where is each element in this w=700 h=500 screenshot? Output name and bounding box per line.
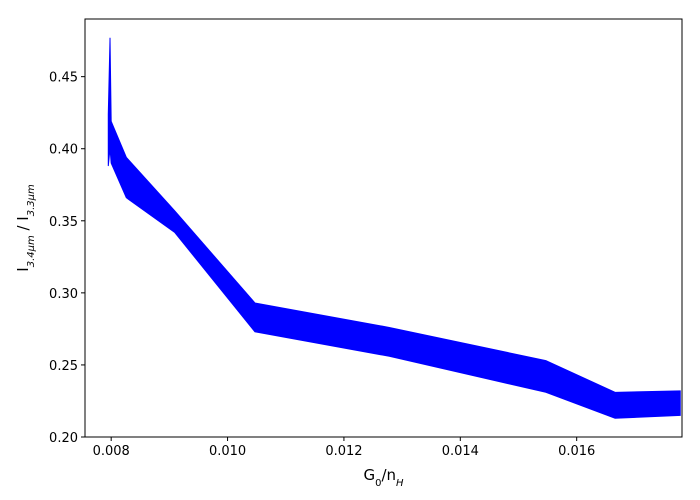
plot-frame <box>84 18 683 438</box>
subscript: 3.3μm <box>26 184 37 216</box>
y-tick-label: 0.45 <box>49 71 78 86</box>
subscript: H <box>396 478 404 489</box>
subscript: 0 <box>375 478 381 489</box>
x-axis-label: G0/nH <box>363 466 404 489</box>
label-part: /n <box>381 466 396 484</box>
y-axis-label: I3.4μm / I3.3μm <box>14 184 37 272</box>
label-part: G <box>363 466 375 484</box>
y-tick-label: 0.25 <box>49 359 78 374</box>
x-tick-label: 0.012 <box>325 444 362 459</box>
x-tick-label: 0.010 <box>209 444 246 459</box>
subscript: 3.4μm <box>26 235 37 267</box>
y-tick-label: 0.40 <box>49 143 78 158</box>
y-tick-label: 0.30 <box>49 287 78 302</box>
y-tick-label: 0.35 <box>49 215 78 230</box>
label-part: I <box>14 267 32 271</box>
band <box>107 37 681 419</box>
label-part: / I <box>14 216 32 235</box>
x-tick-label: 0.008 <box>93 444 130 459</box>
x-tick-label: 0.016 <box>558 444 595 459</box>
x-tick-label: 0.014 <box>442 444 479 459</box>
y-tick-label: 0.20 <box>49 431 78 446</box>
